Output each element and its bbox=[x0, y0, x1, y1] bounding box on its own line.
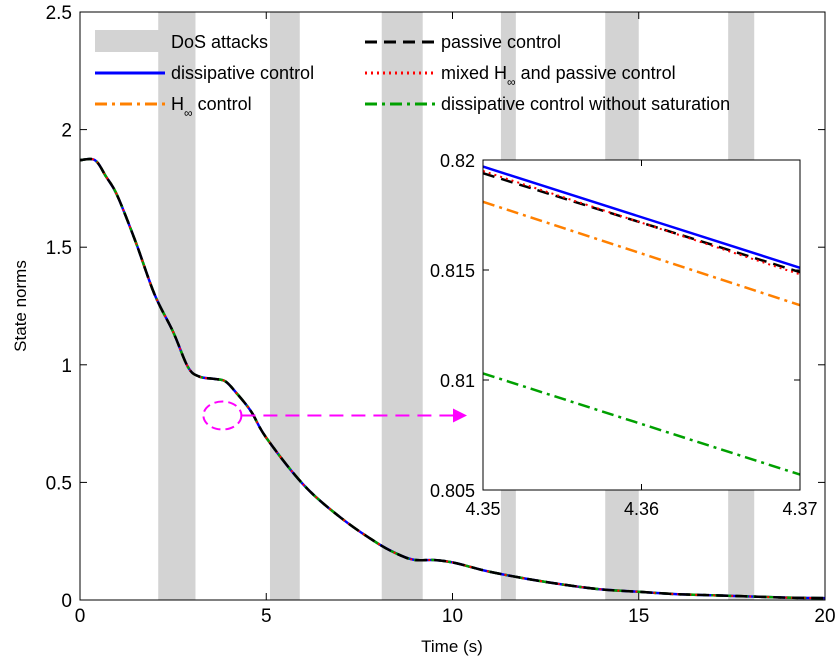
main-axes: 0 5 10 15 20 0 0.5 1 1.5 2 2.5 bbox=[46, 3, 836, 627]
legend-item-dissipative: dissipative control bbox=[95, 63, 314, 83]
y-tick-label: 0 bbox=[61, 591, 72, 612]
y-tick-label: 2.5 bbox=[46, 3, 72, 24]
y-tick-label: 1.5 bbox=[46, 238, 72, 259]
legend-label: dissipative control bbox=[171, 63, 314, 83]
zoom-annotation bbox=[202, 400, 467, 431]
inset-x-tick-label: 4.36 bbox=[624, 499, 659, 519]
dos-attack-band bbox=[158, 12, 196, 600]
legend-label: H∞ control bbox=[171, 94, 252, 120]
legend-label: dissipative control without saturation bbox=[441, 94, 730, 114]
x-tick-label: 15 bbox=[628, 606, 649, 627]
legend-label: mixed H∞ and passive control bbox=[441, 63, 676, 89]
inset-y-tick-label: 0.82 bbox=[440, 151, 475, 171]
inset-series-line-nosat bbox=[482, 372, 801, 476]
series-line-mixed bbox=[79, 157, 826, 600]
legend-label: DoS attacks bbox=[171, 32, 268, 52]
inset-background bbox=[483, 160, 800, 490]
main-series-group bbox=[79, 157, 826, 600]
inset-y-tick-label: 0.815 bbox=[430, 261, 475, 281]
x-axis-label: Time (s) bbox=[421, 637, 483, 656]
inset-y-tick-label: 0.805 bbox=[430, 481, 475, 501]
inset-x-tick-label: 4.35 bbox=[465, 499, 500, 519]
y-axis-label: State norms bbox=[11, 260, 30, 352]
legend-item-dos: DoS attacks bbox=[95, 30, 268, 52]
legend: DoS attacks passive control dissipative co… bbox=[95, 30, 730, 120]
legend-label: passive control bbox=[441, 32, 561, 52]
x-tick-label: 5 bbox=[261, 606, 272, 627]
y-tick-label: 0.5 bbox=[46, 473, 72, 494]
legend-item-nosat: dissipative control without saturation bbox=[365, 94, 730, 114]
inset-series-line-dissipative bbox=[482, 165, 801, 269]
x-tick-label: 20 bbox=[814, 606, 835, 627]
legend-item-hinf: H∞ control bbox=[95, 94, 252, 120]
inset-y-tick-label: 0.81 bbox=[440, 371, 475, 391]
x-tick-label: 10 bbox=[442, 606, 463, 627]
inset-plot: 4.35 4.36 4.37 0.805 0.81 0.815 0.82 bbox=[430, 151, 818, 519]
zoom-ellipse bbox=[202, 400, 243, 431]
y-tick-label: 2 bbox=[61, 121, 72, 142]
legend-item-passive: passive control bbox=[365, 32, 561, 52]
y-tick-label: 1 bbox=[61, 356, 72, 377]
inset-series-line-hinf bbox=[482, 200, 801, 307]
x-tick-label: 0 bbox=[75, 606, 86, 627]
legend-swatch-patch bbox=[95, 30, 165, 52]
inset-series-line-mixed bbox=[482, 170, 801, 276]
inset-x-tick-label: 4.37 bbox=[782, 499, 817, 519]
dos-attack-band bbox=[381, 12, 423, 600]
legend-item-mixed: mixed H∞ and passive control bbox=[365, 63, 676, 89]
dos-attack-band bbox=[269, 12, 300, 600]
inset-series-line-passive bbox=[482, 172, 801, 274]
zoom-arrow-head bbox=[453, 408, 467, 423]
